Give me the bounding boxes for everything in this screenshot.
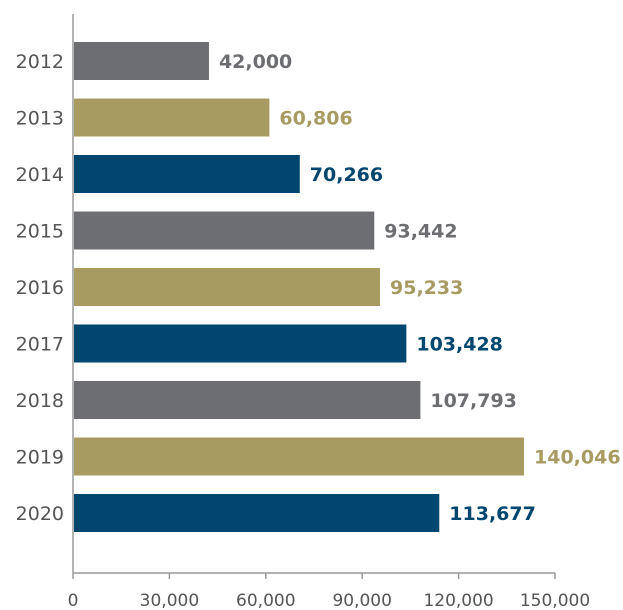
category-label: 2014 bbox=[16, 164, 64, 186]
bar-value-label: 93,442 bbox=[384, 221, 457, 243]
x-tick-label: 150,000 bbox=[520, 591, 590, 610]
x-axis-ticks: 0 30,000 60,000 90,000 120,000 150,000 bbox=[68, 573, 590, 610]
category-label: 2015 bbox=[16, 221, 64, 243]
bar bbox=[74, 494, 440, 532]
x-tick-label: 60,000 bbox=[236, 591, 295, 610]
bar-value-label: 103,428 bbox=[416, 334, 503, 356]
x-tick-label: 0 bbox=[68, 591, 79, 610]
bar-value-label: 60,806 bbox=[279, 108, 352, 130]
category-label: 2019 bbox=[16, 447, 64, 469]
category-label: 2020 bbox=[16, 503, 64, 525]
bar-value-label: 140,046 bbox=[534, 447, 621, 469]
category-label: 2017 bbox=[16, 334, 64, 356]
bar bbox=[74, 437, 525, 476]
category-label: 2012 bbox=[16, 51, 64, 73]
x-tick-label: 30,000 bbox=[140, 591, 199, 610]
bars-group: 2012 42,000 2013 60,806 2014 70,266 2015 93,442… bbox=[16, 42, 621, 532]
bar bbox=[74, 268, 381, 306]
category-label: 2013 bbox=[16, 108, 64, 130]
bar bbox=[74, 42, 209, 80]
x-tick-label: 120,000 bbox=[423, 591, 493, 610]
bar-value-label: 107,793 bbox=[430, 390, 517, 412]
bar-value-label: 42,000 bbox=[219, 51, 292, 73]
category-label: 2018 bbox=[16, 390, 64, 412]
bar-value-label: 113,677 bbox=[449, 503, 536, 525]
bar bbox=[74, 155, 300, 193]
category-label: 2016 bbox=[16, 277, 64, 299]
bar bbox=[74, 324, 407, 363]
bar-value-label: 70,266 bbox=[310, 164, 383, 186]
x-tick-label: 90,000 bbox=[332, 591, 391, 610]
bar bbox=[74, 98, 270, 137]
bar bbox=[74, 381, 421, 419]
bar bbox=[74, 211, 375, 250]
bar-value-label: 95,233 bbox=[390, 277, 463, 299]
